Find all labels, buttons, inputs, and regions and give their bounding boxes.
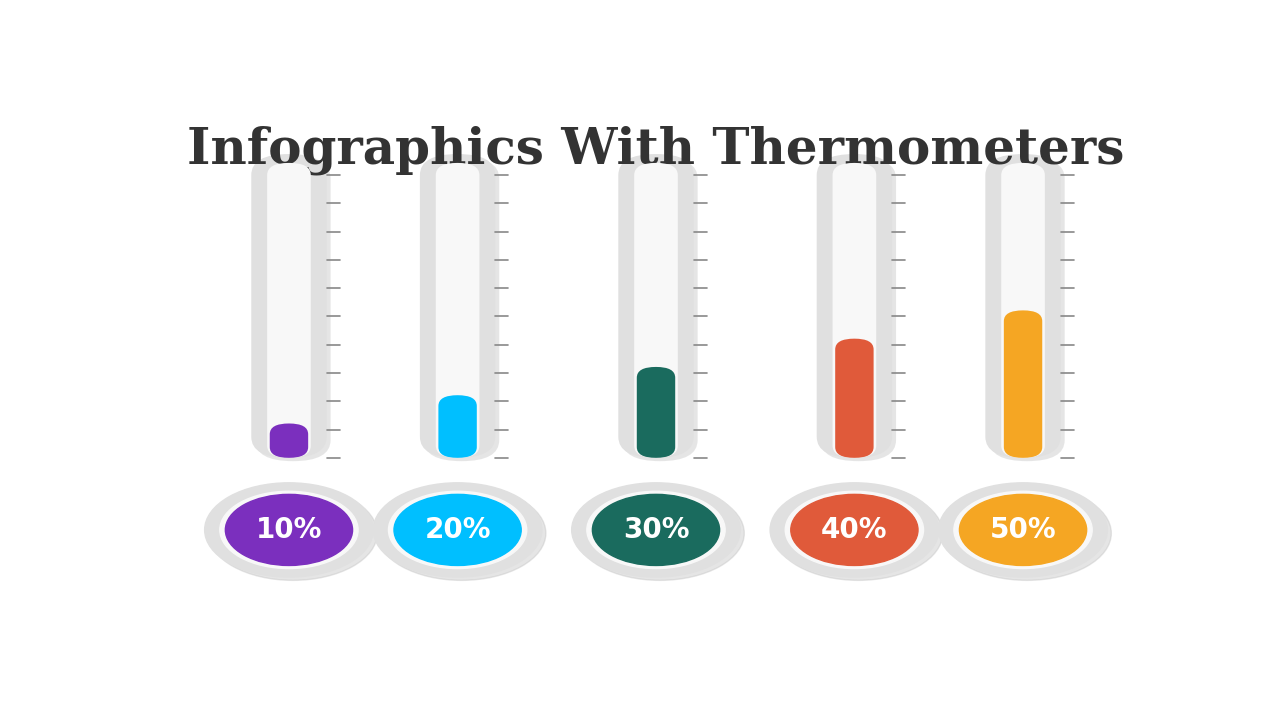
FancyBboxPatch shape xyxy=(438,395,477,458)
Text: 20%: 20% xyxy=(425,516,490,544)
Circle shape xyxy=(209,486,378,580)
FancyBboxPatch shape xyxy=(435,163,480,458)
Circle shape xyxy=(960,495,1087,565)
Circle shape xyxy=(791,495,918,565)
Text: 40%: 40% xyxy=(822,516,887,544)
Circle shape xyxy=(586,491,726,569)
FancyBboxPatch shape xyxy=(420,154,495,458)
FancyBboxPatch shape xyxy=(989,158,1065,462)
Circle shape xyxy=(942,486,1111,580)
FancyBboxPatch shape xyxy=(1001,163,1044,458)
Circle shape xyxy=(388,491,527,569)
Circle shape xyxy=(785,491,924,569)
Text: 50%: 50% xyxy=(989,516,1056,544)
FancyBboxPatch shape xyxy=(835,338,874,458)
Circle shape xyxy=(374,483,541,577)
Circle shape xyxy=(225,495,352,565)
FancyBboxPatch shape xyxy=(622,158,698,462)
FancyBboxPatch shape xyxy=(817,154,892,458)
FancyBboxPatch shape xyxy=(424,158,499,462)
Circle shape xyxy=(954,491,1092,569)
Circle shape xyxy=(378,486,545,580)
Circle shape xyxy=(205,483,374,577)
FancyBboxPatch shape xyxy=(270,423,308,458)
FancyBboxPatch shape xyxy=(618,154,694,458)
Circle shape xyxy=(771,483,938,577)
Circle shape xyxy=(774,486,942,580)
Circle shape xyxy=(576,486,744,580)
Circle shape xyxy=(394,495,521,565)
Text: 30%: 30% xyxy=(623,516,689,544)
FancyBboxPatch shape xyxy=(251,154,326,458)
FancyBboxPatch shape xyxy=(255,158,330,462)
Circle shape xyxy=(220,491,358,569)
Circle shape xyxy=(593,495,719,565)
Circle shape xyxy=(572,483,740,577)
FancyBboxPatch shape xyxy=(832,163,877,458)
FancyBboxPatch shape xyxy=(820,158,896,462)
FancyBboxPatch shape xyxy=(634,163,678,458)
Text: Infographics With Thermometers: Infographics With Thermometers xyxy=(187,125,1125,175)
FancyBboxPatch shape xyxy=(1004,310,1042,458)
FancyBboxPatch shape xyxy=(986,154,1061,458)
FancyBboxPatch shape xyxy=(268,163,311,458)
Text: 10%: 10% xyxy=(256,516,323,544)
Circle shape xyxy=(938,483,1107,577)
FancyBboxPatch shape xyxy=(636,367,676,458)
